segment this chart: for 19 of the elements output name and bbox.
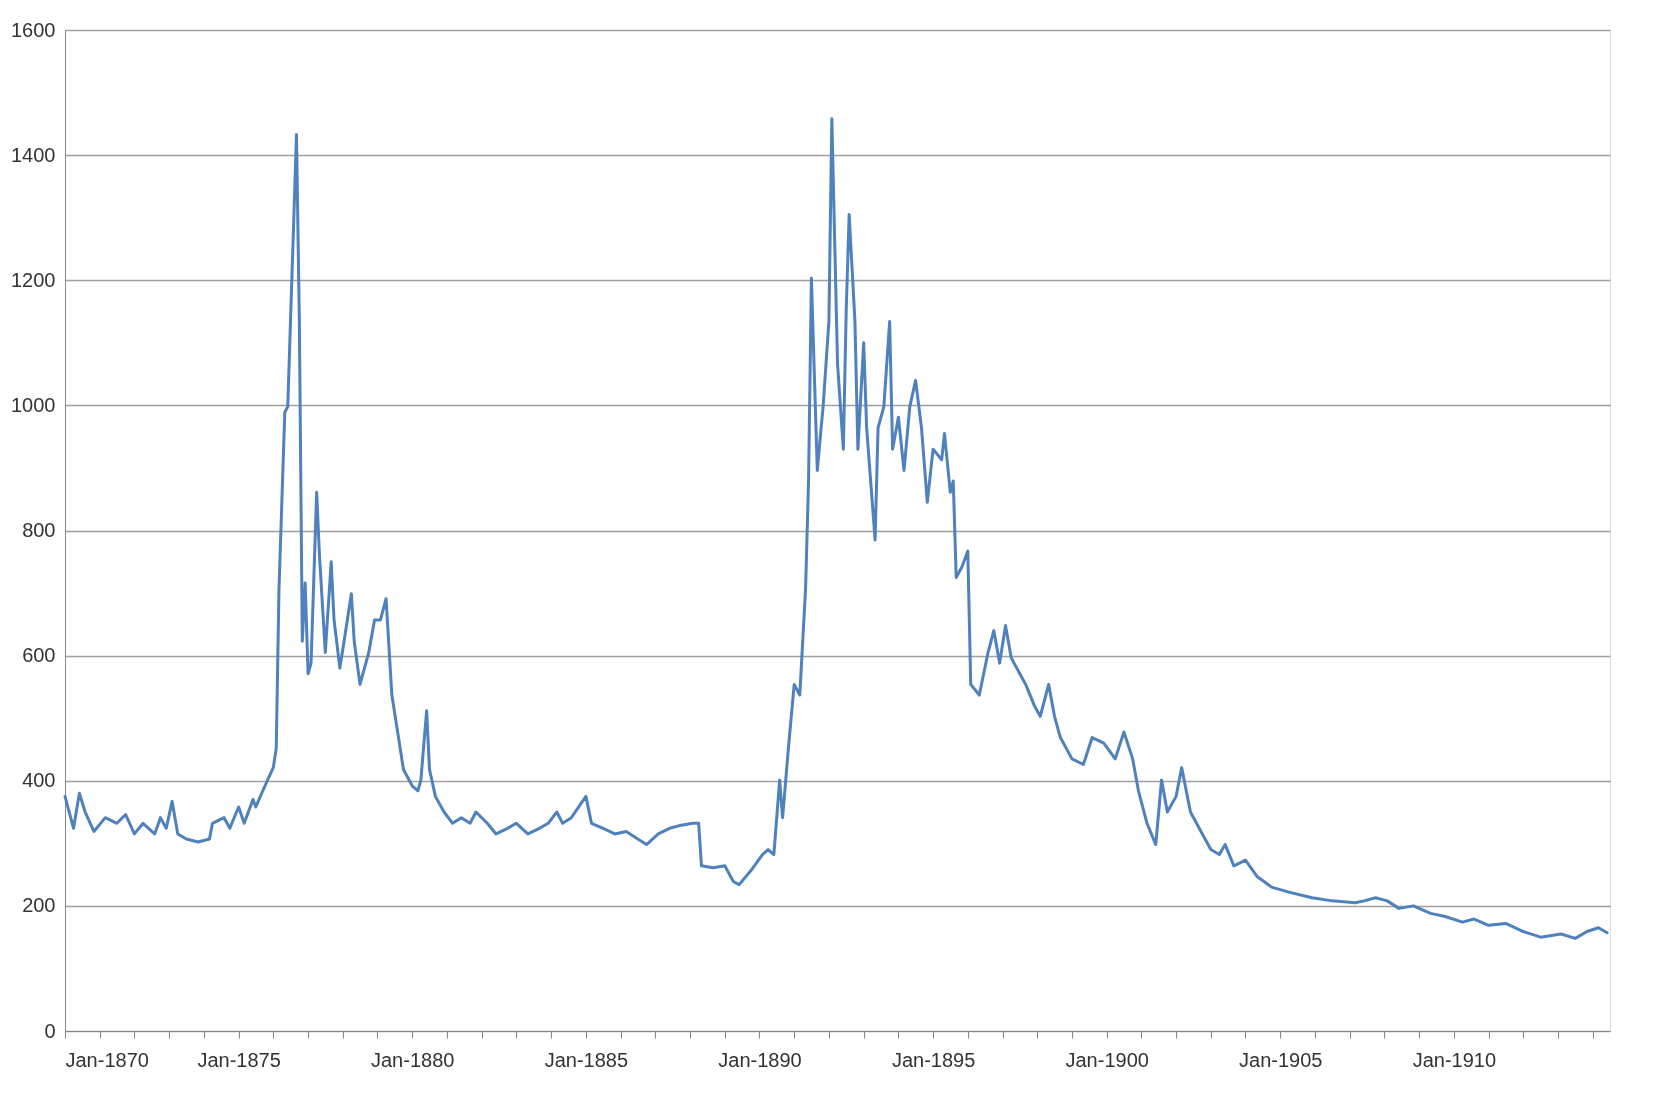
- y-tick-label: 1200: [11, 268, 56, 291]
- y-tick-label: 800: [22, 519, 56, 541]
- y-tick-label: 1600: [11, 18, 56, 41]
- line-series: [63, 117, 1609, 940]
- y-tick-label: 1000: [11, 393, 56, 416]
- y-tick-label: 600: [22, 644, 56, 667]
- x-tick-label: Jan-1890: [718, 1048, 802, 1071]
- y-tick-label: 200: [22, 894, 56, 917]
- y-tick-label: 0: [44, 1019, 56, 1042]
- x-tick-label: Jan-1900: [1065, 1048, 1149, 1071]
- x-tick-label: Jan-1870: [65, 1048, 149, 1071]
- x-tick-label: Jan-1885: [544, 1048, 629, 1071]
- x-tick-label: Jan-1880: [371, 1048, 455, 1071]
- x-tick-label: Jan-1910: [1412, 1048, 1497, 1071]
- x-tick-label: Jan-1895: [891, 1048, 976, 1071]
- x-tick-label: Jan-1875: [197, 1048, 281, 1071]
- y-tick-label: 1400: [11, 143, 56, 166]
- x-tick-label: Jan-1905: [1239, 1048, 1323, 1071]
- y-tick-label: 400: [22, 769, 56, 792]
